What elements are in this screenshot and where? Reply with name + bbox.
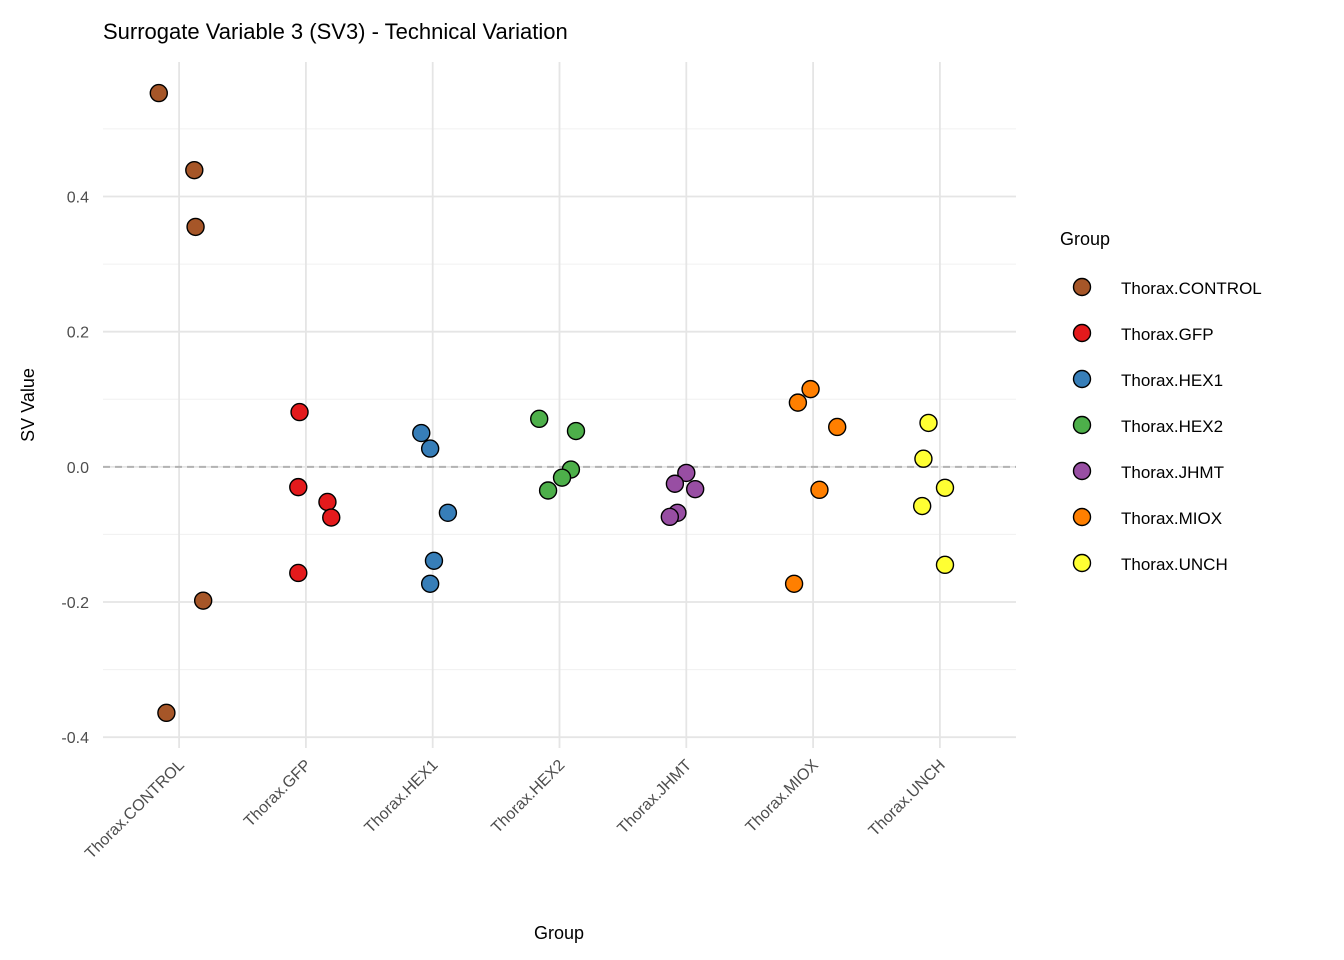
- legend-key: [1072, 277, 1092, 297]
- x-tick-label: Thorax.HEX1: [362, 757, 442, 837]
- legend-key: [1072, 415, 1092, 435]
- data-point-thorax-hex1: [412, 423, 431, 443]
- data-point-thorax-miox: [810, 480, 829, 500]
- data-point-thorax-control: [149, 83, 168, 103]
- points: [149, 83, 955, 723]
- legend-label: Thorax.HEX2: [1121, 417, 1223, 436]
- legend-label: Thorax.JHMT: [1121, 463, 1224, 482]
- data-point-thorax-hex1: [420, 574, 440, 593]
- y-tick-label: 0.0: [67, 460, 89, 477]
- data-point-thorax-hex1: [424, 551, 444, 570]
- legend-label: Thorax.MIOX: [1121, 509, 1222, 528]
- data-point-thorax-jhmt: [685, 479, 705, 499]
- y-tick-label: -0.2: [61, 595, 89, 612]
- data-point-thorax-hex2: [552, 468, 572, 487]
- data-point-thorax-hex2: [530, 409, 549, 429]
- data-point-thorax-control: [186, 217, 205, 237]
- data-point-thorax-miox: [801, 379, 820, 399]
- x-tick-label: Thorax.MIOX: [743, 757, 823, 837]
- legend-key: [1072, 461, 1092, 481]
- x-tick-label: Thorax.GFP: [241, 757, 315, 831]
- data-point-thorax-hex1: [438, 503, 458, 522]
- x-axis-label: Group: [534, 923, 584, 943]
- y-tick-label: 0.2: [67, 325, 89, 342]
- legend-key: [1072, 507, 1092, 527]
- legend-label: Thorax.HEX1: [1121, 371, 1223, 390]
- legend-label: Thorax.CONTROL: [1121, 279, 1262, 298]
- data-point-thorax-miox: [788, 393, 808, 412]
- data-point-thorax-miox: [784, 574, 804, 593]
- data-point-thorax-miox: [828, 417, 847, 437]
- data-point-thorax-hex2: [566, 421, 586, 441]
- x-tick-label: Thorax.UNCH: [866, 757, 949, 840]
- data-point-thorax-control: [193, 591, 213, 610]
- data-point-thorax-control: [185, 160, 204, 180]
- legend-label: Thorax.UNCH: [1121, 555, 1228, 574]
- data-point-thorax-control: [157, 703, 176, 723]
- data-point-thorax-gfp: [289, 563, 308, 583]
- data-point-thorax-jhmt: [677, 463, 696, 483]
- data-point-thorax-unch: [935, 555, 955, 575]
- y-tick-label: -0.4: [61, 730, 89, 747]
- legend: Group Thorax.CONTROL Thorax.GFP Thorax.HEX…: [1060, 229, 1262, 574]
- data-point-thorax-gfp: [289, 477, 308, 497]
- data-point-thorax-gfp: [322, 508, 341, 527]
- legend-key: [1072, 369, 1092, 389]
- y-tick-label: 0.4: [67, 189, 89, 206]
- x-tick-label: Thorax.HEX2: [488, 757, 568, 837]
- data-point-thorax-gfp: [290, 402, 309, 422]
- legend-key: [1072, 553, 1092, 573]
- data-point-thorax-jhmt: [660, 507, 680, 527]
- data-point-thorax-unch: [935, 478, 955, 497]
- legend-key: [1072, 323, 1092, 343]
- data-point-thorax-unch: [914, 449, 933, 468]
- chart-title: Surrogate Variable 3 (SV3) - Technical V…: [103, 19, 568, 44]
- grid: [103, 62, 1016, 748]
- data-point-thorax-jhmt: [665, 474, 685, 493]
- legend-label: Thorax.GFP: [1121, 325, 1214, 344]
- data-point-thorax-unch: [912, 496, 932, 516]
- y-axis-label: SV Value: [18, 368, 38, 442]
- data-point-thorax-hex1: [420, 439, 440, 458]
- x-tick-label: Thorax.JHMT: [615, 757, 696, 838]
- data-point-thorax-unch: [919, 413, 938, 433]
- x-tick-label: Thorax.CONTROL: [82, 757, 188, 863]
- data-point-thorax-hex2: [538, 481, 558, 500]
- axes: -0.4 -0.2 0.0 0.2 0.4 Thorax.CONTROL Thorax.GF…: [61, 189, 948, 862]
- legend-title: Group: [1060, 229, 1110, 249]
- data-point-thorax-gfp: [318, 492, 337, 512]
